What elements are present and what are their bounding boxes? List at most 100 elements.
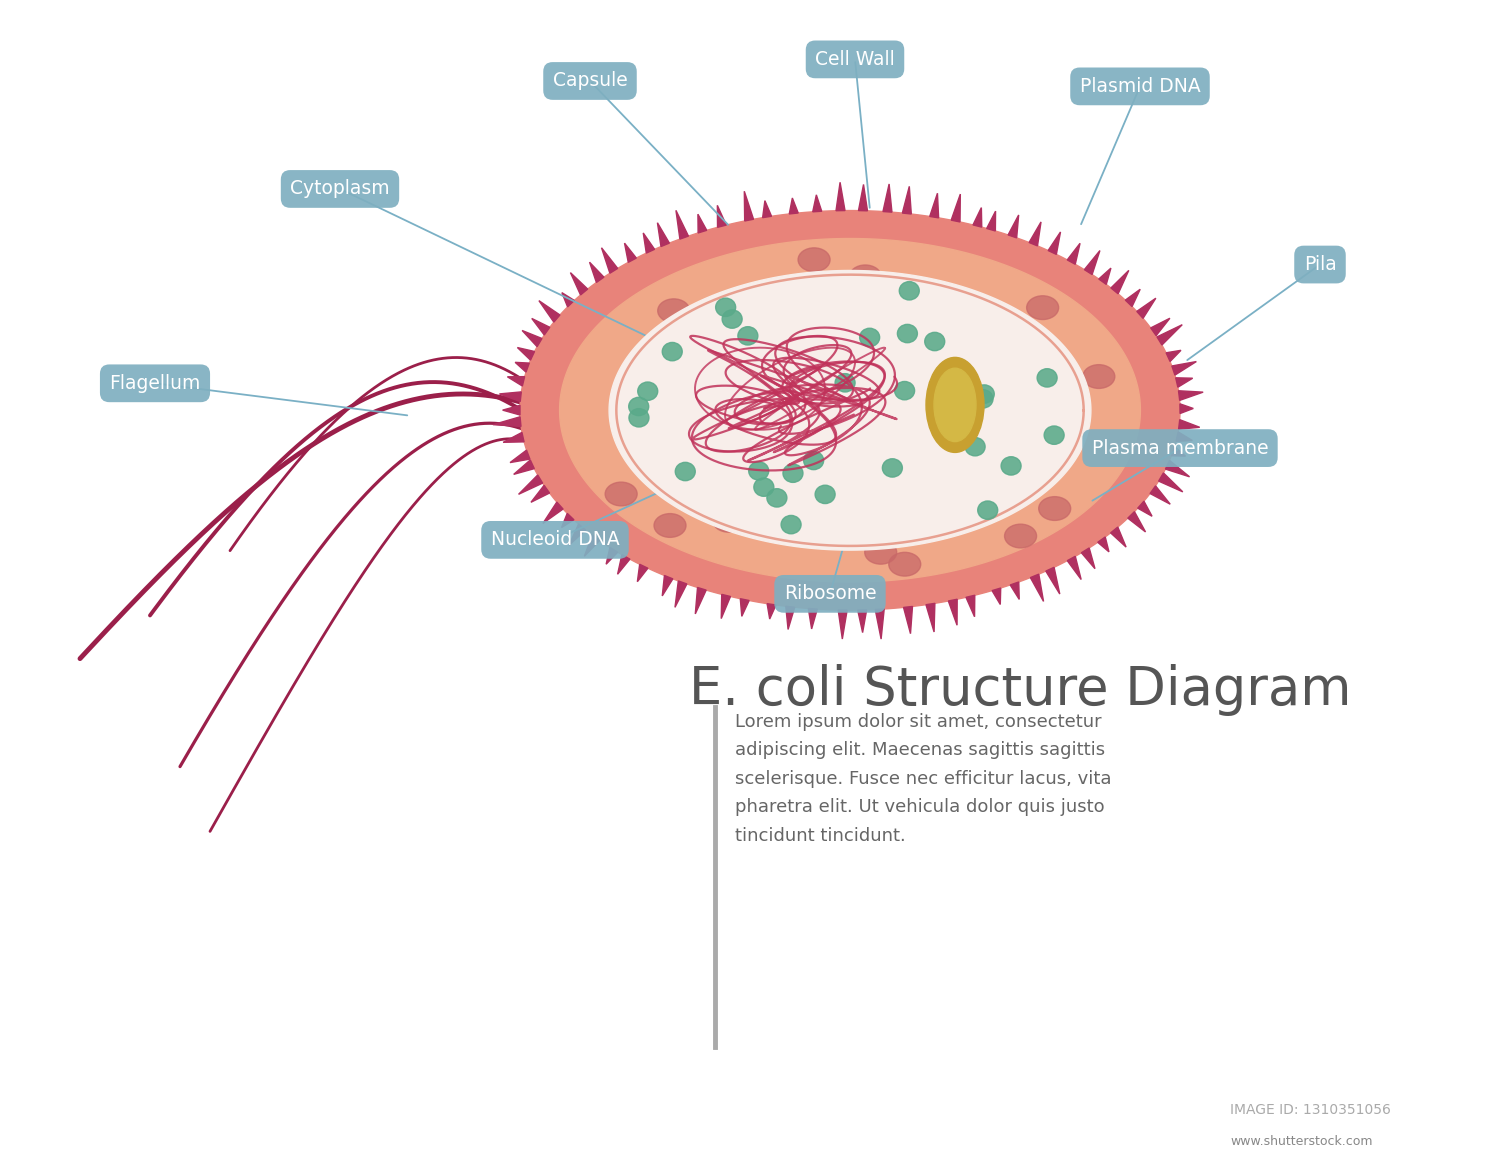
Ellipse shape	[888, 553, 921, 576]
Polygon shape	[1098, 536, 1108, 551]
Ellipse shape	[722, 310, 742, 329]
Polygon shape	[518, 347, 534, 360]
Ellipse shape	[934, 368, 976, 441]
Polygon shape	[609, 271, 1090, 550]
Ellipse shape	[675, 462, 696, 481]
Text: Cytoplasm: Cytoplasm	[290, 180, 390, 199]
Polygon shape	[903, 187, 912, 214]
Ellipse shape	[978, 502, 998, 519]
Polygon shape	[532, 318, 550, 336]
Ellipse shape	[748, 462, 768, 481]
Ellipse shape	[859, 329, 879, 347]
Polygon shape	[568, 524, 585, 546]
Polygon shape	[1029, 222, 1041, 246]
Polygon shape	[1172, 447, 1185, 456]
Polygon shape	[1048, 232, 1060, 254]
Polygon shape	[1110, 527, 1126, 547]
Ellipse shape	[782, 515, 801, 534]
Polygon shape	[1179, 419, 1200, 430]
Ellipse shape	[849, 265, 882, 289]
Ellipse shape	[836, 374, 855, 392]
Ellipse shape	[804, 452, 824, 470]
Polygon shape	[560, 238, 1140, 582]
Polygon shape	[1179, 391, 1203, 401]
Polygon shape	[808, 608, 818, 629]
Polygon shape	[926, 604, 934, 632]
Ellipse shape	[1083, 365, 1114, 389]
Polygon shape	[1158, 473, 1184, 492]
Polygon shape	[930, 193, 939, 218]
Text: shutterstøck®: shutterstøck®	[38, 1108, 264, 1135]
Polygon shape	[836, 182, 844, 210]
Polygon shape	[1046, 568, 1060, 594]
Ellipse shape	[657, 298, 690, 323]
Text: Pila: Pila	[1304, 255, 1336, 274]
Ellipse shape	[926, 358, 984, 453]
Ellipse shape	[882, 459, 903, 477]
Ellipse shape	[894, 382, 915, 399]
Text: Ribosome: Ribosome	[783, 584, 876, 604]
Ellipse shape	[783, 464, 802, 483]
Polygon shape	[1176, 377, 1192, 388]
Ellipse shape	[974, 390, 993, 408]
Polygon shape	[676, 210, 688, 239]
Polygon shape	[1030, 575, 1044, 601]
Polygon shape	[948, 599, 957, 626]
Ellipse shape	[638, 382, 657, 401]
Polygon shape	[510, 450, 530, 462]
Polygon shape	[513, 460, 534, 475]
Polygon shape	[618, 555, 630, 575]
Ellipse shape	[975, 384, 994, 403]
Polygon shape	[522, 331, 542, 347]
Polygon shape	[789, 199, 798, 214]
Ellipse shape	[900, 282, 920, 300]
Polygon shape	[514, 362, 529, 373]
Polygon shape	[1137, 502, 1152, 517]
Ellipse shape	[956, 405, 975, 423]
Polygon shape	[638, 564, 648, 582]
Polygon shape	[1010, 582, 1019, 599]
Ellipse shape	[952, 397, 972, 414]
Polygon shape	[1156, 325, 1182, 345]
Polygon shape	[1128, 512, 1146, 532]
Polygon shape	[503, 432, 524, 442]
Polygon shape	[717, 205, 726, 228]
Polygon shape	[1125, 289, 1140, 307]
Polygon shape	[663, 576, 674, 596]
Polygon shape	[786, 606, 795, 629]
Polygon shape	[606, 547, 618, 564]
Polygon shape	[874, 610, 884, 639]
Polygon shape	[1176, 432, 1192, 441]
Polygon shape	[884, 183, 892, 212]
Ellipse shape	[798, 247, 830, 272]
Polygon shape	[519, 475, 543, 495]
Polygon shape	[1068, 556, 1082, 579]
Text: Flagellum: Flagellum	[110, 374, 201, 392]
Ellipse shape	[864, 540, 897, 564]
Polygon shape	[624, 243, 636, 262]
Polygon shape	[992, 587, 1000, 605]
Polygon shape	[744, 192, 753, 221]
Text: Cell Wall: Cell Wall	[815, 50, 896, 68]
Polygon shape	[813, 195, 822, 211]
Polygon shape	[698, 214, 706, 233]
Polygon shape	[1066, 244, 1080, 265]
Text: Plasma membrane: Plasma membrane	[1092, 439, 1269, 457]
Polygon shape	[1112, 271, 1130, 294]
Ellipse shape	[1026, 296, 1059, 319]
Ellipse shape	[628, 409, 650, 427]
Polygon shape	[1166, 351, 1180, 361]
Polygon shape	[1150, 485, 1170, 504]
Polygon shape	[538, 301, 560, 322]
Polygon shape	[1100, 268, 1112, 284]
Ellipse shape	[1036, 369, 1058, 387]
Polygon shape	[570, 273, 588, 295]
Ellipse shape	[1044, 426, 1064, 445]
Polygon shape	[722, 594, 730, 619]
Ellipse shape	[604, 482, 638, 506]
Text: E. coli Structure Diagram: E. coli Structure Diagram	[688, 664, 1352, 716]
Text: Lorem ipsum dolor sit amet, consectetur
adipiscing elit. Maecenas sagittis sagit: Lorem ipsum dolor sit amet, consectetur …	[735, 713, 1112, 844]
Text: Nucleoid DNA: Nucleoid DNA	[490, 531, 620, 549]
Ellipse shape	[754, 478, 774, 496]
Polygon shape	[839, 610, 848, 639]
